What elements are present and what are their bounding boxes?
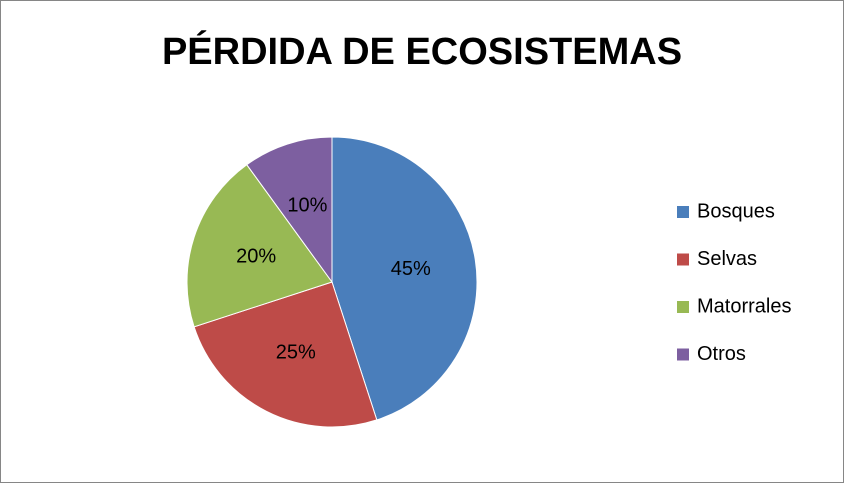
legend-label: Matorrales [697,295,791,317]
legend-swatch [677,206,689,218]
data-label: 45% [391,258,431,280]
data-label: 25% [276,341,316,363]
legend-swatch [677,253,689,266]
legend-label: Selvas [697,248,757,270]
legend-swatch [677,348,689,361]
legend-label: Otros [697,343,746,365]
pie-slice [193,281,378,428]
pie-slice [186,163,333,328]
pie-slice [246,136,333,284]
legend-swatch [677,301,689,313]
legend-label: Bosques [697,200,775,222]
data-label: 10% [287,194,327,216]
data-label: 20% [236,246,276,268]
chart-title: PÉRDIDA DE ECOSISTEMAS [162,29,682,73]
pie-slice [331,136,478,421]
